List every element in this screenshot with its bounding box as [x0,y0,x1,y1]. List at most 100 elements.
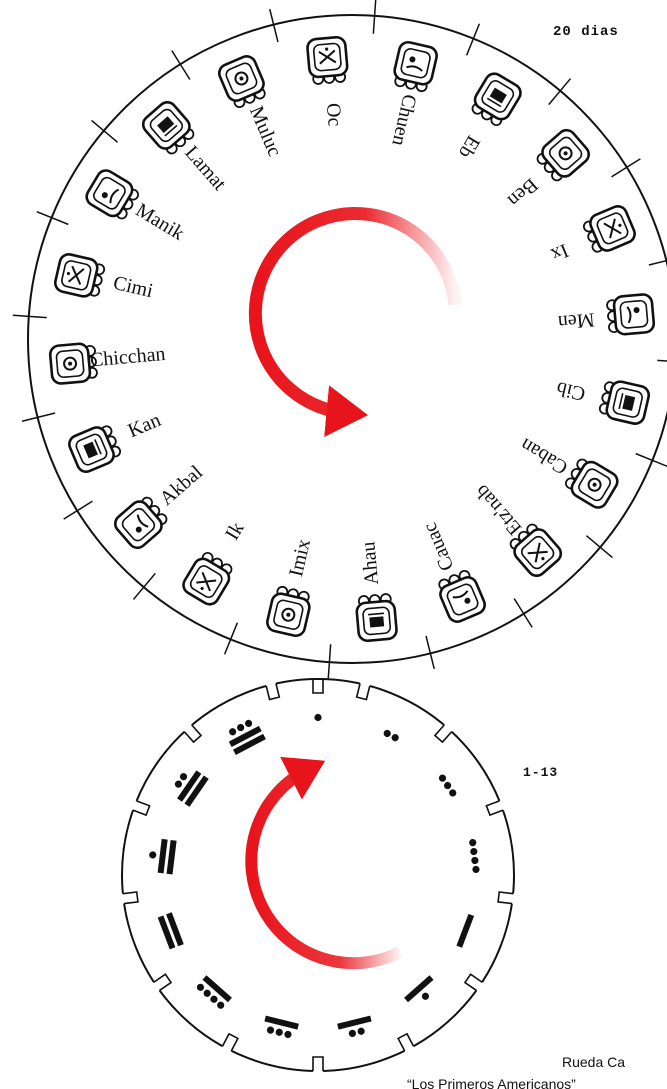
wheel-tick [635,452,667,468]
maya-numeral [157,912,184,950]
caption-subtitle: “Los Primeros Americanos” [407,1076,576,1089]
day-glyph-icon [606,293,656,336]
maya-numerals [149,713,480,1039]
wheel-tick [223,622,239,655]
day-name-label: Men [557,308,595,333]
wheel-tick [132,572,156,600]
day-name-label: Muluc [245,103,286,160]
bottom-wheel-notches [120,679,516,1073]
wheel-tick [425,635,435,670]
wheel-notch [182,723,203,744]
day-glyph-icon [266,585,311,638]
twenty-days-label: 20 dias [553,24,619,40]
wheel-tick [327,644,332,679]
maya-numeral [264,1015,299,1039]
maya-numeral [438,774,457,797]
wheel-notch [397,1032,415,1053]
day-name-label: Ahau [357,541,383,586]
day-name-label: Oc [322,102,346,127]
top-rotation-arrow [248,206,462,438]
day-name-label: Caban [517,434,572,479]
one-to-thirteen-label: 1-13 [523,765,559,780]
wheel-notch [433,723,454,744]
maya-numeral [469,839,480,874]
maya-numeral [456,913,475,948]
wheel-tick [548,78,572,106]
day-glyph-icon [182,552,233,606]
maya-numeral [383,729,399,742]
day-glyphs [48,35,656,643]
day-glyph-icon [85,169,139,220]
wheel-notch [221,1032,239,1053]
maya-numeral [337,1015,372,1037]
wheel-tick [171,50,191,80]
wheel-notch [120,891,139,905]
day-glyph-icon [438,569,486,623]
day-glyph-icon [68,425,122,473]
day-name-label: Cauac [419,519,459,574]
maya-numeral [404,975,434,1003]
day-glyph-icon [598,380,651,425]
wheel-tick [91,119,119,143]
day-name-label: Kan [125,409,164,442]
wheel-tick [585,535,613,559]
top-wheel-ticks [12,0,667,679]
wheel-tick [21,412,56,422]
wheel-notch [355,681,371,701]
day-glyph-icon [393,40,438,93]
day-name-label: Etz'nab [471,480,526,539]
day-glyph-icon [53,253,106,298]
wheel-tick [372,0,377,34]
day-glyph-icon [306,35,349,85]
bottom-wheel-rim [121,678,515,1072]
wheel-tick [63,500,93,520]
day-name-label: Imix [285,537,315,579]
maya-numeral [174,770,209,807]
wheel-tick [648,259,667,266]
wheel-tick [36,210,69,226]
wheel-notch [131,800,151,817]
day-glyph-icon [114,496,168,550]
wheel-tick [465,23,481,56]
day-name-label: Chicchan [89,343,166,371]
day-name-label: Ben [503,174,542,212]
wheel-notch [312,1056,324,1073]
bottom-rotation-arrow [245,756,403,970]
maya-numeral [314,713,322,722]
top-wheel-rim [27,14,667,664]
day-glyph-icon [471,72,522,126]
day-name-label: Eb [454,132,484,162]
maya-numeral [196,975,232,1009]
maya-numeral [149,838,177,875]
day-name-label: Ix [548,239,572,266]
wheel-notch [312,679,324,694]
day-glyph-icon [355,593,398,643]
day-glyph-icon [565,458,619,509]
day-name-label: Cimi [111,272,155,303]
day-glyph-icon [582,205,636,253]
day-name-label: Ik [221,518,248,544]
wheel-tick [611,158,641,178]
day-glyph-icon [48,342,98,385]
wheel-tick [12,314,47,319]
day-name-label: Manik [132,199,188,245]
wheel-notch [265,681,281,701]
wheel-notch [497,891,516,905]
thirteen-number-wheel [120,678,516,1073]
maya-numeral [228,719,266,755]
wheel-notch [463,973,484,992]
day-glyph-icon [509,523,563,577]
day-glyph-icon [536,128,590,182]
day-name-label: Chuen [387,92,420,148]
wheel-tick [657,359,667,362]
wheel-notch [485,800,505,817]
wheel-tick [269,8,279,43]
day-glyph-icon [141,101,195,155]
day-name-label: Cib [554,377,587,405]
wheel-notch [152,973,173,992]
wheel-tick [513,598,533,628]
day-name-label: Akbal [156,461,208,510]
